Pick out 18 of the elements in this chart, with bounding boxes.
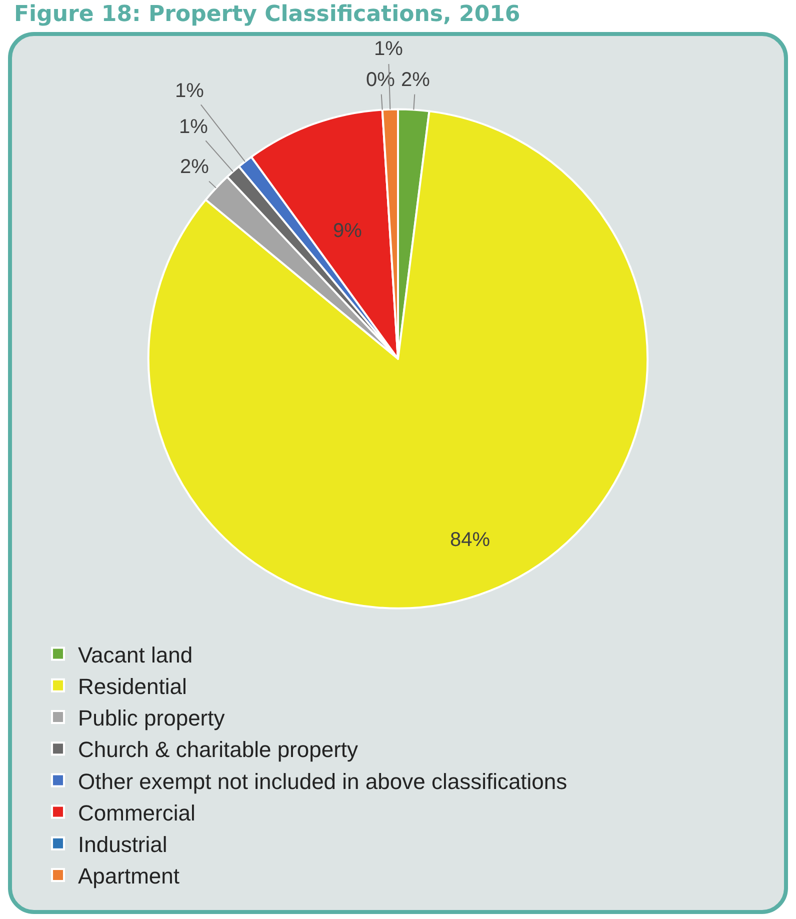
data-label: 1%: [175, 80, 204, 102]
chart-title: Figure 18: Property Classifications, 2016: [14, 2, 520, 27]
data-label: 1%: [374, 38, 404, 60]
legend-label: Vacant land: [78, 642, 193, 668]
legend-label: Apartment: [78, 864, 180, 889]
legend-label: Church & charitable property: [78, 737, 358, 762]
legend-label: Commercial: [78, 800, 196, 826]
data-label: 2%: [180, 156, 210, 178]
legend-label: Industrial: [78, 832, 168, 857]
pie-slice: [148, 110, 648, 609]
data-label: 1%: [179, 116, 208, 138]
legend-label: Public property: [78, 706, 225, 731]
legend-label: Other exempt not included in above classifications: [78, 768, 568, 794]
data-label: 84%: [450, 529, 490, 551]
text: 0%: [366, 69, 395, 91]
data-label: 2%: [401, 69, 430, 91]
data-label: 9%: [333, 220, 362, 242]
legend-label: Residential: [78, 674, 187, 699]
